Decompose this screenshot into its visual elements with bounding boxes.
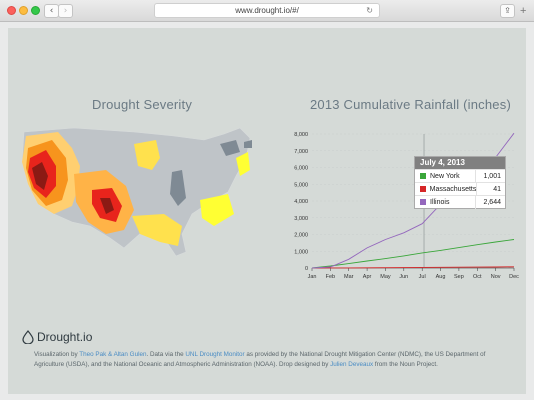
series-line [311, 239, 515, 269]
x-tick-label: Mar [344, 274, 354, 280]
us-map-outline [21, 127, 251, 257]
forward-button[interactable]: › [58, 4, 73, 18]
x-tick-label: Jul [419, 274, 426, 280]
authors-link[interactable]: Theo Pak & Altan Gulen [79, 351, 147, 358]
y-tick-label: 0 [305, 266, 308, 272]
chart-tooltip: July 4, 2013 New York 1,001 Massachusett… [414, 156, 506, 209]
drought-severity-title: Drought Severity [92, 97, 193, 112]
tooltip-row: New York 1,001 [415, 169, 505, 183]
x-tick-label: Aug [436, 274, 446, 280]
drought-region-northeast [236, 152, 250, 176]
y-tick-label: 4,000 [294, 199, 308, 205]
y-tick-label: 5,000 [294, 182, 308, 188]
julien-deveaux-link[interactable]: Julien Deveaux [330, 360, 374, 368]
new-tab-button[interactable]: + [520, 5, 527, 17]
tooltip-row-value: 2,644 [475, 195, 505, 209]
x-tick-label: Feb [326, 274, 335, 280]
y-tick-label: 8,000 [294, 132, 308, 138]
x-tick-label: Jan [308, 274, 317, 280]
x-tick-label: May [380, 274, 391, 280]
y-tick-label: 1,000 [294, 249, 308, 255]
drop-icon [22, 330, 34, 344]
credits-part: as provided by the National Drought Miti… [34, 351, 486, 368]
url-text: www.drought.io/#/ [235, 6, 299, 15]
share-icon: ⇪ [504, 6, 511, 15]
credits-text: Visualization by Theo Pak & Altan Gulen.… [34, 350, 504, 369]
drought-severity-map[interactable] [14, 118, 274, 278]
drought-region-texas [132, 214, 182, 246]
tooltip-row-name: Illinois [430, 198, 450, 206]
y-tick-label: 2,000 [294, 233, 308, 239]
drought-region-southwest-extreme [100, 198, 114, 214]
logo-text: Drought.io [37, 330, 93, 344]
state-new-york[interactable] [220, 140, 240, 156]
reload-icon[interactable]: ↻ [366, 6, 373, 15]
credits-part: from the Noun Project. [373, 360, 438, 368]
tooltip-row-name: New York [430, 172, 460, 180]
x-tick-label: Sep [454, 274, 464, 280]
x-tick-label: Nov [491, 274, 501, 280]
tooltip-row-value: 41 [476, 182, 505, 196]
illinois-swatch [420, 199, 426, 205]
y-tick-label: 6,000 [294, 166, 308, 172]
x-tick-label: Apr [363, 274, 372, 280]
tooltip-row: Illinois 2,644 [415, 195, 505, 209]
y-tick-label: 7,000 [294, 149, 308, 155]
state-illinois[interactable] [170, 170, 186, 206]
new-york-swatch [420, 173, 426, 179]
rainfall-chart-title: 2013 Cumulative Rainfall (inches) [310, 97, 511, 112]
y-tick-label: 3,000 [294, 216, 308, 222]
zoom-window-button[interactable] [31, 6, 40, 15]
drought-region-southeast [200, 194, 234, 226]
x-tick-label: Dec [509, 274, 519, 280]
series-line [311, 266, 515, 269]
credits-part: Visualization by [34, 351, 80, 358]
massachusetts-swatch [420, 186, 426, 192]
chevron-left-icon: ‹ [49, 6, 54, 16]
minimize-window-button[interactable] [19, 6, 28, 15]
close-window-button[interactable] [7, 6, 16, 15]
rainfall-line-chart[interactable]: 8,000 7,000 6,000 5,000 4,000 3,000 2,000 1,000… [282, 120, 522, 310]
x-tick-label: Jun [399, 274, 408, 280]
tooltip-row-value: 1,001 [475, 169, 505, 183]
credits-part: . Data via the [146, 351, 186, 358]
state-massachusetts[interactable] [244, 140, 252, 148]
drought-region-west-extreme [32, 162, 48, 190]
drought-io-logo: Drought.io [22, 330, 92, 344]
share-button[interactable]: ⇪ [500, 4, 515, 18]
browser-toolbar: ‹ › www.drought.io/#/ ↻ ⇪ + [0, 0, 534, 22]
tooltip-row-name: Massachusetts [429, 185, 477, 193]
address-bar[interactable]: www.drought.io/#/ ↻ [154, 3, 380, 18]
unl-drought-monitor-link[interactable]: UNL Drought Monitor [185, 351, 245, 358]
back-button[interactable]: ‹ [44, 4, 59, 18]
drought-region-plains [134, 140, 160, 170]
x-tick-label: Oct [473, 274, 482, 280]
tooltip-date: July 4, 2013 [415, 157, 505, 169]
tooltip-row: Massachusetts 41 [415, 182, 505, 196]
chevron-right-icon: › [63, 6, 68, 16]
